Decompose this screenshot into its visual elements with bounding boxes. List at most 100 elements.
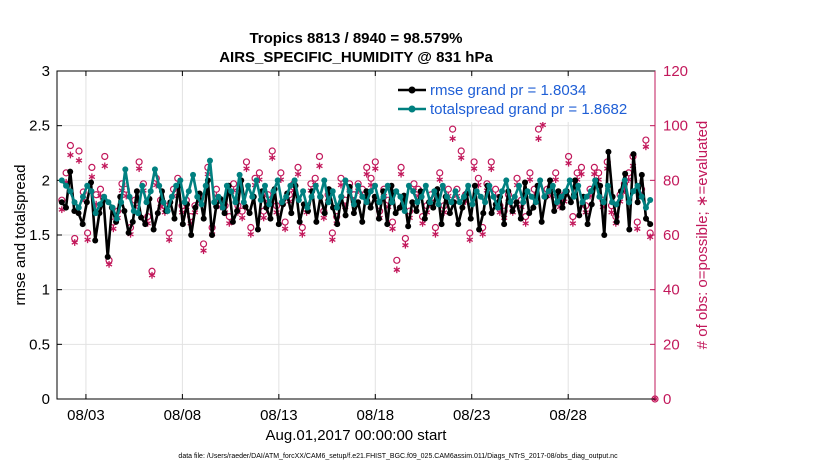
rmse-point	[179, 221, 186, 228]
rmse-point	[171, 215, 178, 222]
totalspread-point	[570, 193, 577, 200]
totalspread-point	[253, 177, 260, 184]
totalspread-point	[414, 199, 421, 206]
y-right-axis-label: # of obs: o=possible; ∗=evaluated	[694, 121, 711, 350]
totalspread-point	[422, 182, 429, 189]
rmse-point	[421, 215, 428, 222]
rmse-point	[392, 210, 399, 217]
totalspread-point	[109, 204, 116, 211]
x-tick-label: 08/08	[164, 407, 202, 424]
totalspread-point	[215, 193, 222, 200]
totalspread-point	[118, 199, 125, 206]
possible-obs-point	[577, 163, 586, 171]
totalspread-point	[194, 193, 201, 200]
totalspread-point	[75, 204, 82, 211]
totalspread-point	[168, 193, 175, 200]
rmse-point	[221, 210, 228, 217]
totalspread-point	[96, 201, 103, 208]
totalspread-point	[545, 188, 552, 195]
rmse-point	[630, 151, 637, 158]
legend-box	[392, 78, 648, 122]
totalspread-point	[532, 199, 539, 206]
totalspread-point	[393, 188, 400, 195]
rmse-point	[488, 210, 495, 217]
totalspread-point	[245, 182, 252, 189]
possible-obs-point	[247, 223, 255, 232]
evaluated-obs-point	[243, 165, 250, 173]
totalspread-point	[160, 199, 167, 206]
totalspread-point	[384, 182, 391, 189]
totalspread-point	[372, 182, 379, 189]
chart-title: Tropics 8813 / 8940 = 98.579%	[249, 30, 462, 47]
rmse-point	[92, 237, 99, 244]
totalspread-point	[460, 193, 467, 200]
possible-obs-point	[255, 169, 263, 177]
totalspread-point	[515, 182, 522, 189]
evaluated-obs-point	[247, 230, 255, 238]
totalspread-point	[642, 204, 649, 211]
totalspread-point	[418, 193, 425, 200]
legend-spread-label: totalspread grand pr = 1.8682	[430, 101, 627, 118]
totalspread-point	[621, 177, 628, 184]
possible-obs-point	[199, 240, 208, 248]
rmse-point	[509, 207, 516, 214]
totalspread-point	[482, 199, 489, 206]
totalspread-point	[219, 204, 226, 211]
evaluated-obs-point	[397, 170, 405, 178]
possible-obs-point	[242, 158, 251, 166]
rmse-point	[517, 215, 524, 222]
totalspread-point	[380, 193, 387, 200]
legend-rmse-label: rmse grand pr = 1.8034	[430, 82, 586, 99]
rmse-point	[83, 199, 90, 206]
totalspread-point	[435, 201, 442, 208]
rmse-point	[154, 210, 161, 217]
totalspread-point	[291, 177, 298, 184]
rmse-point	[200, 215, 207, 222]
totalspread-point	[236, 171, 243, 178]
totalspread-point	[228, 188, 235, 195]
totalspread-point	[397, 193, 404, 200]
totalspread-point	[177, 177, 184, 184]
x-axis-label: Aug.01,2017 00:00:00 start	[266, 427, 448, 444]
totalspread-point	[537, 177, 544, 184]
totalspread-point	[274, 177, 281, 184]
totalspread-point	[270, 188, 277, 195]
y-tick-label: 2	[42, 172, 50, 189]
evaluated-obs-point	[535, 135, 542, 142]
possible-obs-point	[491, 185, 500, 193]
rmse-point	[538, 218, 545, 225]
totalspread-point	[232, 199, 239, 206]
totalspread-point	[151, 166, 158, 173]
totalspread-point	[173, 182, 180, 189]
rmse-point	[363, 188, 370, 195]
totalspread-point	[367, 188, 374, 195]
totalspread-point	[92, 210, 99, 217]
evaluated-obs-point	[105, 260, 113, 268]
rmse-point	[367, 204, 374, 211]
rmse-point	[588, 201, 595, 208]
y-right-tick-label: 100	[663, 118, 688, 135]
rmse-point	[138, 214, 145, 221]
totalspread-point	[579, 199, 586, 206]
rmse-point	[643, 215, 650, 222]
rmse-point	[67, 168, 74, 175]
possible-obs-point	[526, 169, 534, 177]
totalspread-point	[156, 182, 163, 189]
data-file-footer: data file: /Users/raeder/DAI/ATM_forcXX/…	[178, 453, 618, 460]
rmse-point	[567, 199, 574, 206]
rmse-point	[638, 171, 645, 178]
legend: rmse grand pr = 1.8034 totalspread grand…	[392, 78, 648, 122]
rmse-point	[79, 221, 86, 228]
totalspread-point	[58, 177, 65, 184]
rmse-point	[530, 204, 537, 211]
possible-obs-point	[363, 163, 371, 171]
evaluated-obs-point	[389, 225, 396, 233]
totalspread-point	[363, 199, 370, 206]
rmse-point	[597, 182, 604, 189]
totalspread-point	[329, 188, 336, 195]
rmse-point	[209, 232, 216, 238]
x-tick-label: 08/23	[453, 407, 491, 424]
possible-obs-point	[564, 152, 573, 161]
totalspread-point	[321, 177, 328, 184]
y-right-tick-label: 80	[663, 172, 680, 189]
